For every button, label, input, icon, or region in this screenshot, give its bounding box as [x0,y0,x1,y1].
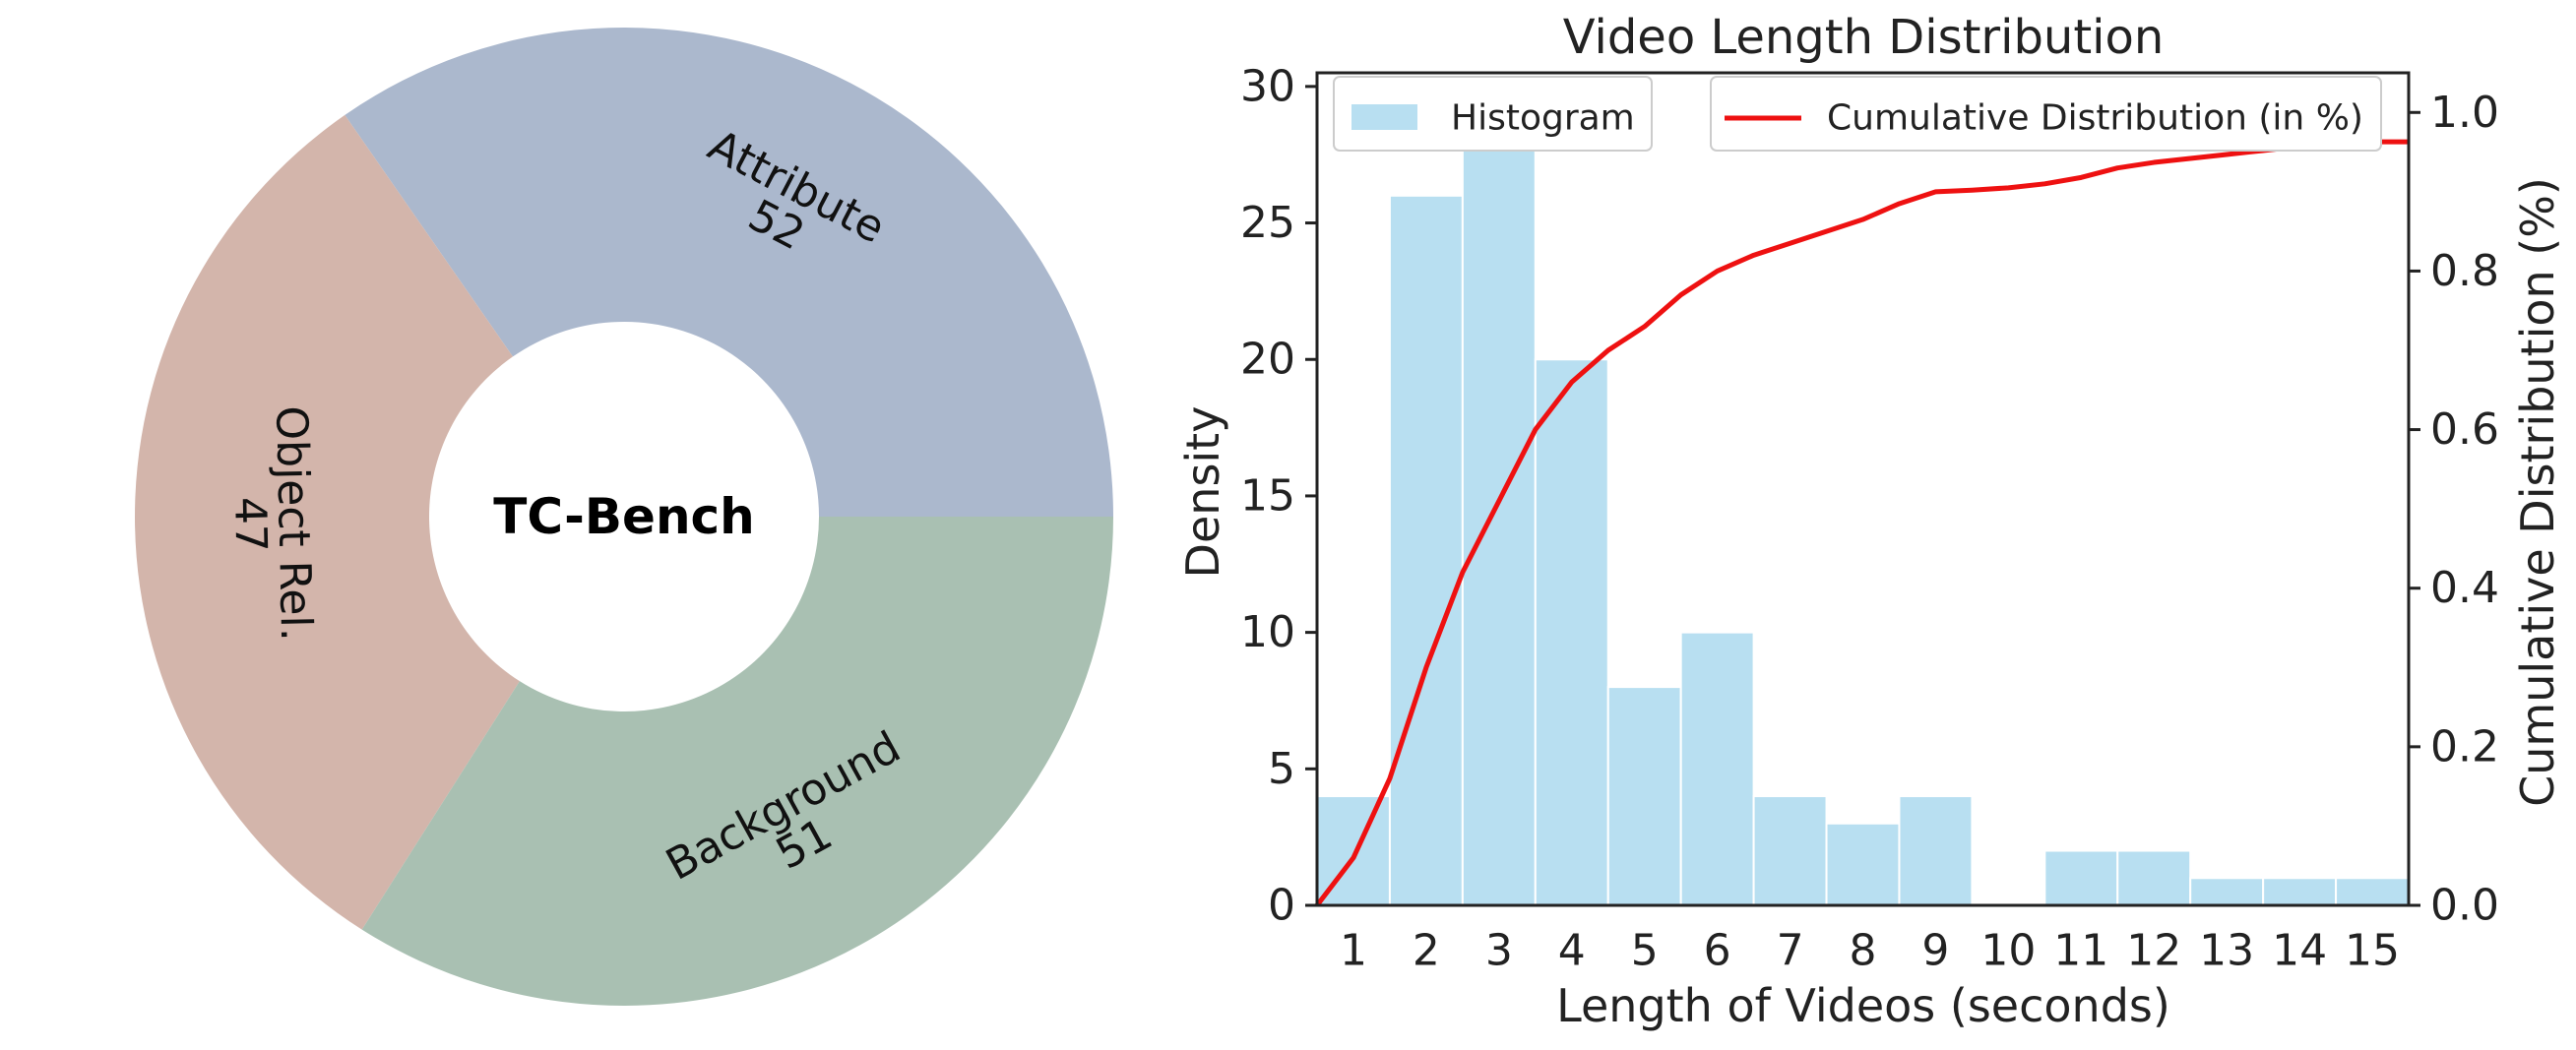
histogram-bar [1606,686,1682,907]
y-axis-label: Density [1176,406,1229,579]
legend-label-cumulative: Cumulative Distribution (in %) [1827,98,2363,139]
x-tick-label: 10 [1980,926,2036,976]
histogram-bar [2262,877,2338,906]
histogram-bar [1388,194,1464,906]
y-tick-label: 5 [1268,744,1295,794]
y-tick-label: 30 [1240,61,1295,111]
y-tick-label: 15 [1240,470,1295,521]
x-tick-label: 2 [1413,926,1440,976]
y-tick-label: 20 [1240,335,1295,385]
x-tick-label: 9 [1921,926,1949,976]
y2-tick-label: 0.4 [2430,563,2499,613]
donut-label-name: Object Rel. [266,405,321,642]
histogram-title: Video Length Distribution [1563,10,2165,65]
x-tick-label: 5 [1631,926,1659,976]
histogram-bars [1316,140,2410,907]
donut-center-label: TC-Bench [493,488,755,545]
x-tick-label: 8 [1850,926,1877,976]
legend: Histogram Cumulative Distribution (in %) [1333,76,2382,152]
histogram-bar [1461,140,1537,907]
x-axis-label: Length of Videos (seconds) [1556,979,2170,1032]
y2-tick-label: 0.8 [2430,246,2499,296]
y-tick-label: 25 [1240,198,1295,248]
y2-tick-label: 0.0 [2430,881,2499,931]
histogram-bar [1898,795,1974,907]
histogram-bar [2189,877,2265,906]
plot-frame [1315,71,2411,907]
donut-slice-object-rel [135,114,520,930]
donut-slice-attribute [345,28,1113,518]
cumulative-line-group [1315,139,2409,907]
x-tick-label: 12 [2126,926,2181,976]
legend-label-histogram: Histogram [1451,98,1635,139]
histogram-bar [2335,877,2410,906]
histogram-bar [2116,849,2192,907]
legend-swatch-histogram [1351,104,1417,130]
cumulative-line [1315,139,2409,907]
x-tick-label: 1 [1340,926,1367,976]
x-tick-label: 3 [1485,926,1513,976]
y-tick-label: 10 [1240,607,1295,657]
x-tick-label: 15 [2345,926,2400,976]
donut-label-1: Object Rel.47 [222,405,321,643]
x-tick-label: 14 [2272,926,2327,976]
donut-label-value: 47 [224,496,276,552]
histogram-bar [1534,358,1609,906]
y2-tick-label: 0.2 [2430,721,2499,772]
legend-box-histogram [1333,76,1653,152]
y-tick-label: 0 [1268,881,1295,931]
x-tick-label: 11 [2053,926,2108,976]
y2-tick-label: 0.6 [2430,404,2499,455]
y2-tick-label: 1.0 [2430,88,2499,138]
x-tick-label: 4 [1558,926,1586,976]
y2-axis-label: Cumulative Distribution (%) [2511,177,2564,807]
histogram-bar [1752,795,1828,907]
x-tick-label: 6 [1704,926,1731,976]
histogram-bar [1825,822,1901,906]
legend-box-cumulative [1710,76,2382,152]
x-tick-label: 7 [1777,926,1804,976]
donut-slice-background [361,517,1113,1006]
histogram-chart: Video Length Distribution 0510152025300.… [1176,10,2564,1032]
x-tick-label: 13 [2199,926,2254,976]
histogram-bar [1679,631,1755,906]
histogram-bar [2043,849,2119,907]
